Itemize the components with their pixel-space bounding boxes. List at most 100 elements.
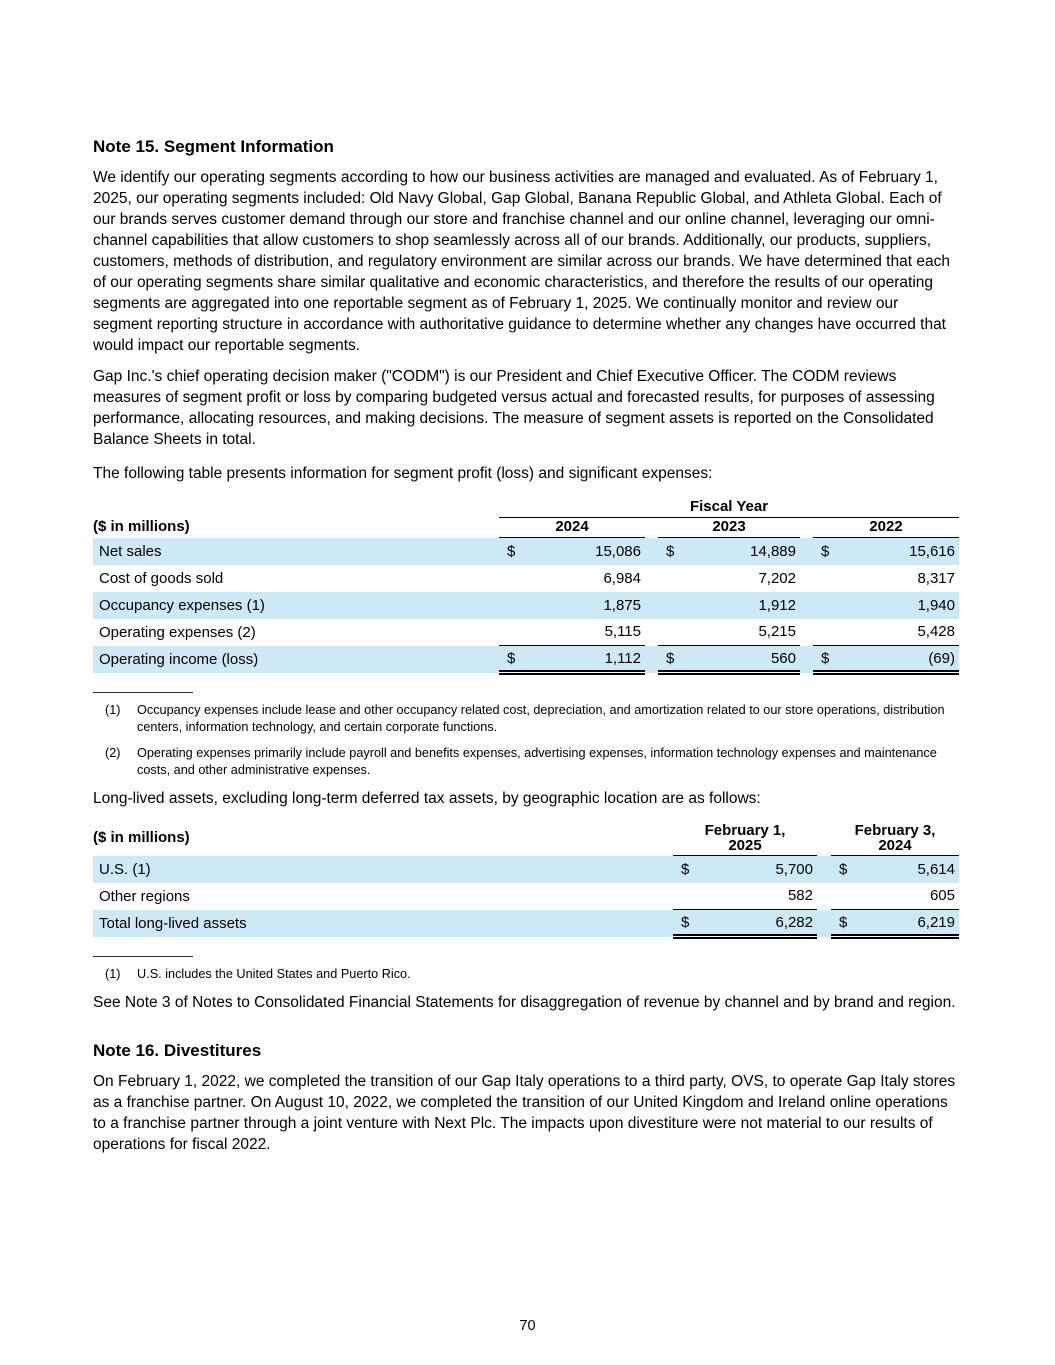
dollar-sign: $ (813, 537, 833, 565)
cell-value: 1,912 (678, 591, 800, 619)
longlived-table-header-row: ($ in millions) February 1, 2025 Februar… (93, 823, 959, 856)
empty-cell (499, 591, 519, 619)
spacer-cell (645, 537, 658, 565)
segment-table-year-header-row: ($ in millions) 2024 2023 2022 (93, 517, 959, 538)
dollar-sign: $ (499, 537, 519, 565)
spacer-cell (645, 591, 658, 619)
dollar-sign: $ (673, 855, 695, 883)
date-header-feb-3-2024: February 3, 2024 (831, 823, 959, 856)
footnote-divider (93, 956, 193, 957)
footnote-2: (2) Operating expenses primarily include… (93, 745, 959, 779)
cell-value: 560 (678, 645, 800, 675)
empty-cell (658, 565, 678, 592)
cell-value: 5,428 (917, 623, 955, 641)
dollar-sign: $ (831, 855, 853, 883)
table-row-occupancy-expenses: Occupancy expenses (1) 1,875 1,912 1,940 (93, 591, 959, 619)
dollar-sign: $ (658, 645, 678, 675)
units-label: ($ in millions) (93, 517, 190, 535)
spacer-cell (800, 537, 813, 565)
page-content: Note 15. Segment Information We identify… (93, 0, 959, 1155)
spacer-cell (817, 909, 831, 937)
date-header-line1: February 1, (704, 822, 786, 839)
fiscal-year-header: Fiscal Year (499, 498, 959, 518)
longlived-intro: Long-lived assets, excluding long-term d… (93, 790, 761, 807)
year-header-2024: 2024 (499, 517, 645, 538)
empty-cell (673, 883, 695, 910)
spacer-cell (93, 498, 499, 518)
spacer-cell (800, 518, 813, 538)
empty-cell (658, 619, 678, 646)
note15-paragraph-2: Gap Inc.'s chief operating decision make… (93, 368, 935, 448)
cell-value: 8,317 (917, 569, 955, 587)
cell-value: (69) (833, 645, 959, 675)
see-note3-paragraph: See Note 3 of Notes to Consolidated Fina… (93, 994, 956, 1011)
spacer-cell (800, 565, 813, 592)
spacer-cell (817, 883, 831, 910)
empty-cell (658, 591, 678, 619)
footnote-text: Operating expenses primarily include pay… (137, 746, 937, 777)
year-header-2022: 2022 (813, 517, 959, 538)
cell-value: 14,889 (678, 537, 800, 565)
spacer-cell (817, 855, 831, 883)
spacer-cell (800, 619, 813, 646)
table-row-cost-of-goods-sold: Cost of goods sold 6,984 7,202 8,317 (93, 565, 959, 592)
footnote-text: Occupancy expenses include lease and oth… (137, 703, 945, 734)
cell-value: 5,614 (853, 855, 959, 883)
spacer-cell (800, 591, 813, 619)
row-label: Operating income (loss) (93, 645, 499, 673)
note16-heading: Note 16. Divestitures (93, 1041, 262, 1060)
cell-value: 5,215 (758, 623, 796, 641)
page-number: 70 (519, 1318, 536, 1334)
footnote-divider (93, 692, 193, 693)
spacer-cell (645, 565, 658, 592)
cell-value: 6,219 (853, 909, 959, 939)
table-row-other-regions: Other regions 582 605 (93, 883, 959, 910)
empty-cell (813, 591, 833, 619)
segment-profit-table: Fiscal Year ($ in millions) 2024 2023 20… (93, 498, 959, 675)
footnote-1: (1) U.S. includes the United States and … (93, 966, 959, 983)
spacer-cell (645, 518, 658, 538)
empty-cell (813, 619, 833, 646)
cell-value: 7,202 (758, 569, 796, 587)
empty-cell (499, 565, 519, 592)
empty-cell (831, 883, 853, 910)
cell-value: 1,940 (833, 591, 959, 619)
longlived-assets-table: ($ in millions) February 1, 2025 Februar… (93, 823, 959, 939)
table-row-net-sales: Net sales $ 15,086 $ 14,889 $ 15,616 (93, 537, 959, 565)
row-label: U.S. (1) (93, 855, 673, 883)
spacer-cell (645, 645, 658, 673)
footnote-text: U.S. includes the United States and Puer… (137, 967, 411, 981)
cell-value: 15,616 (833, 537, 959, 565)
note16-paragraph-1: On February 1, 2022, we completed the tr… (93, 1073, 956, 1153)
note15-heading: Note 15. Segment Information (93, 137, 334, 156)
cell-value: 15,086 (519, 537, 645, 565)
cell-value: 6,984 (603, 569, 641, 587)
units-label: ($ in millions) (93, 829, 190, 847)
footnote-1: (1) Occupancy expenses include lease and… (93, 702, 959, 736)
row-label: Operating expenses (2) (99, 623, 256, 641)
row-label: Other regions (99, 887, 190, 905)
cell-value: 5,115 (604, 623, 641, 641)
date-header-feb-1-2025: February 1, 2025 (673, 823, 817, 856)
segment-table-footnotes: (1) Occupancy expenses include lease and… (93, 702, 959, 779)
footnote-marker: (1) (105, 967, 121, 981)
segment-table-group-header-row: Fiscal Year (93, 498, 959, 518)
note15-paragraph-1: We identify our operating segments accor… (93, 169, 950, 354)
table-row-us: U.S. (1) $ 5,700 $ 5,614 (93, 855, 959, 883)
year-header-2023: 2023 (658, 517, 800, 538)
cell-value: 1,112 (519, 645, 645, 675)
spacer-cell (800, 645, 813, 673)
row-label: Cost of goods sold (99, 569, 224, 587)
row-label: Total long-lived assets (93, 909, 673, 937)
row-label: Net sales (93, 537, 499, 565)
row-label: Occupancy expenses (1) (93, 591, 499, 619)
cell-value: 582 (787, 887, 813, 905)
spacer-cell (817, 823, 831, 856)
date-header-line1: February 3, (854, 822, 936, 839)
dollar-sign: $ (673, 909, 695, 939)
empty-cell (813, 565, 833, 592)
table-row-operating-income: Operating income (loss) $ 1,112 $ 560 $ … (93, 645, 959, 675)
footnote-marker: (1) (105, 703, 121, 717)
cell-value: 6,282 (695, 909, 817, 939)
